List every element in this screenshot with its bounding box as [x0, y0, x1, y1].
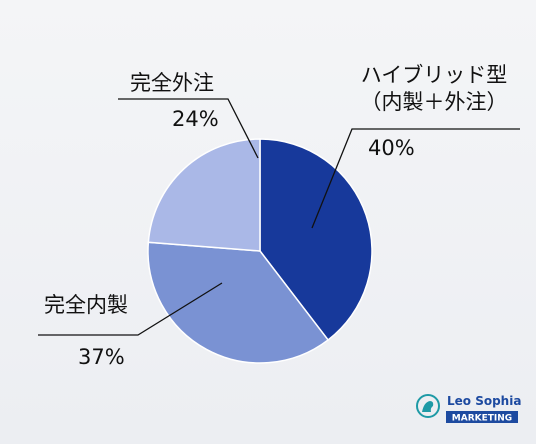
pie-slice — [147, 138, 261, 252]
slice-label: 完全内製 — [44, 293, 128, 317]
leader-line — [38, 282, 223, 336]
leader-line — [311, 128, 520, 229]
value-label: 37% — [78, 345, 125, 369]
logo-icon — [416, 394, 440, 418]
slice-label: ハイブリッド型（内製＋外注） — [360, 63, 508, 114]
pie-slice — [147, 241, 330, 364]
brand-tagline: MARKETING — [452, 414, 512, 424]
value-label: 24% — [172, 107, 219, 131]
logo-band — [446, 411, 518, 423]
pie-slice — [259, 138, 373, 341]
slice-label: 完全外注 — [130, 71, 214, 95]
leader-line — [118, 98, 259, 159]
value-label: 40% — [368, 136, 415, 160]
brand-name: Leo Sophia — [447, 394, 521, 408]
